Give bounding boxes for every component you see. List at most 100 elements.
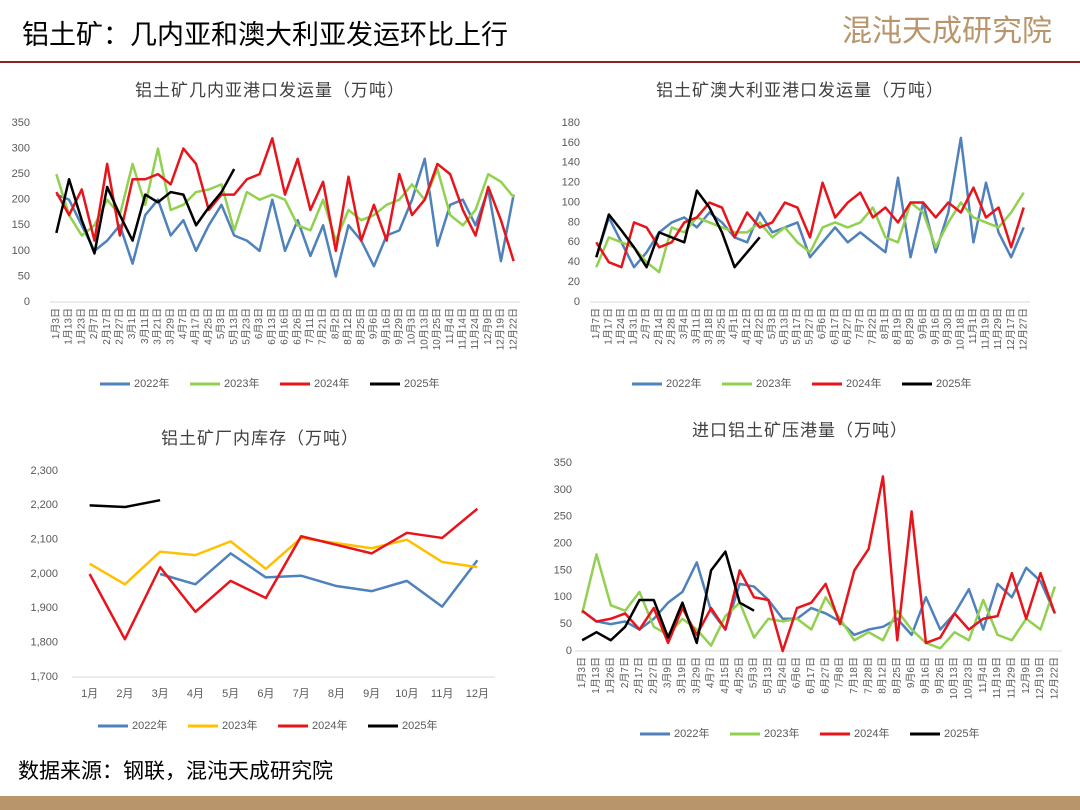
x-tick-label: 10月25日 xyxy=(431,308,443,350)
legend-label: 2024年 xyxy=(314,376,349,390)
x-tick-label: 3月18日 xyxy=(703,308,715,345)
x-tick-label: 3月1日 xyxy=(126,308,138,339)
x-tick-label: 8月19日 xyxy=(892,308,904,345)
x-tick-label: 8月12日 xyxy=(342,308,354,345)
chart-title: 铝土矿几内亚港口发运量（万吨） xyxy=(135,81,405,100)
x-tick-label: 11月29日 xyxy=(992,308,1004,350)
legend-label: 2025年 xyxy=(402,718,437,732)
x-tick-label: 8月25日 xyxy=(891,657,903,694)
footer-band xyxy=(0,796,1080,810)
x-tick-label: 6月3日 xyxy=(253,308,265,339)
series-line xyxy=(581,475,1057,653)
x-tick-label: 11月 xyxy=(431,688,453,700)
x-tick-label: 5月3日 xyxy=(215,308,227,339)
series-line xyxy=(89,498,161,509)
x-tick-label: 11月19日 xyxy=(980,308,992,350)
y-tick-label: 300 xyxy=(554,484,572,496)
series-line xyxy=(55,137,515,262)
x-tick-label: 1月24日 xyxy=(615,308,627,345)
x-tick-label: 4月7日 xyxy=(177,308,189,339)
legend-label: 2022年 xyxy=(134,376,169,390)
x-tick-label: 12月27日 xyxy=(1017,308,1029,350)
x-tick-label: 5月 xyxy=(222,688,239,700)
x-tick-label: 3月11日 xyxy=(139,308,151,344)
legend-label: 2023年 xyxy=(756,376,791,390)
x-tick-label: 8月12日 xyxy=(877,657,889,694)
x-tick-label: 7月 xyxy=(293,688,310,700)
x-tick-label: 3月29日 xyxy=(164,308,176,345)
y-tick-label: 20 xyxy=(568,276,580,288)
x-tick-label: 10月13日 xyxy=(948,657,960,699)
x-tick-label: 8月29日 xyxy=(904,308,916,345)
y-tick-label: 200 xyxy=(554,537,572,549)
series-line xyxy=(88,507,479,641)
x-tick-label: 10月13日 xyxy=(418,308,430,350)
x-tick-label: 7月11日 xyxy=(304,308,316,344)
legend-label: 2025年 xyxy=(936,376,971,390)
chart-title: 铝土矿厂内库存（万吨） xyxy=(161,429,359,448)
x-tick-label: 4月22日 xyxy=(753,308,765,345)
y-tick-label: 350 xyxy=(12,117,30,129)
x-tick-label: 1月23日 xyxy=(75,308,87,345)
x-tick-label: 4月17日 xyxy=(190,308,202,345)
x-tick-label: 2月7日 xyxy=(640,308,652,339)
x-tick-label: 6月 xyxy=(257,688,274,700)
x-tick-label: 12月19日 xyxy=(495,308,507,350)
y-tick-label: 100 xyxy=(562,196,580,208)
chart-title: 铝土矿澳大利亚港口发运量（万吨） xyxy=(656,81,944,100)
x-tick-label: 12月9日 xyxy=(1020,657,1032,694)
series-line xyxy=(595,189,761,269)
x-tick-label: 6月16日 xyxy=(279,308,291,345)
series-line xyxy=(580,553,1057,650)
x-tick-label: 12月17日 xyxy=(1005,308,1017,350)
y-tick-label: 300 xyxy=(12,142,30,154)
x-tick-label: 6月6日 xyxy=(791,657,803,688)
x-tick-label: 1月17日 xyxy=(602,308,614,345)
x-tick-label: 1月 xyxy=(81,688,98,700)
series-line xyxy=(88,536,478,586)
x-tick-label: 6月6日 xyxy=(816,308,828,339)
y-tick-label: 120 xyxy=(562,177,580,189)
y-tick-label: 150 xyxy=(12,219,30,231)
y-tick-label: 140 xyxy=(562,157,580,169)
y-tick-label: 80 xyxy=(568,216,580,228)
x-tick-label: 2月27日 xyxy=(114,308,126,345)
page-title: 铝土矿：几内亚和澳大利亚发运环比上行 xyxy=(22,20,508,50)
x-tick-label: 4月 xyxy=(187,688,204,700)
x-tick-label: 5月3日 xyxy=(766,308,778,339)
x-tick-label: 10月23日 xyxy=(963,657,975,699)
x-tick-label: 2月17日 xyxy=(633,657,645,694)
x-tick-label: 3月29日 xyxy=(690,657,702,694)
x-tick-label: 3月 xyxy=(152,688,169,700)
x-tick-label: 12月 xyxy=(466,688,489,700)
y-tick-label: 250 xyxy=(554,511,572,523)
y-tick-label: 350 xyxy=(554,457,572,469)
x-tick-label: 2月27日 xyxy=(647,657,659,694)
x-tick-label: 9月16日 xyxy=(380,308,392,345)
x-tick-label: 12月22日 xyxy=(1048,657,1060,699)
x-tick-label: 6月26日 xyxy=(291,308,303,345)
x-tick-label: 10月18日 xyxy=(954,308,966,350)
x-tick-label: 1月31日 xyxy=(628,308,640,345)
legend-label: 2022年 xyxy=(674,726,709,740)
x-tick-label: 11月19日 xyxy=(991,657,1003,699)
x-tick-label: 2月7日 xyxy=(619,657,631,688)
y-tick-label: 2,300 xyxy=(30,465,58,477)
x-tick-label: 7月8日 xyxy=(834,657,846,688)
x-tick-label: 5月3日 xyxy=(748,657,760,688)
series-line xyxy=(595,181,1025,269)
x-tick-label: 5月23日 xyxy=(241,308,253,345)
x-tick-label: 8月 xyxy=(328,688,345,700)
y-tick-label: 180 xyxy=(562,117,580,129)
x-tick-label: 5月13日 xyxy=(762,657,774,694)
x-tick-label: 9月30日 xyxy=(942,308,954,345)
x-tick-label: 4月25日 xyxy=(202,308,214,345)
x-tick-label: 10月 xyxy=(395,688,418,700)
y-tick-label: 160 xyxy=(562,137,580,149)
x-tick-label: 11月4日 xyxy=(977,657,989,693)
x-tick-label: 3月4日 xyxy=(678,308,690,339)
series-line xyxy=(595,136,1025,269)
x-tick-label: 7月28日 xyxy=(862,657,874,694)
